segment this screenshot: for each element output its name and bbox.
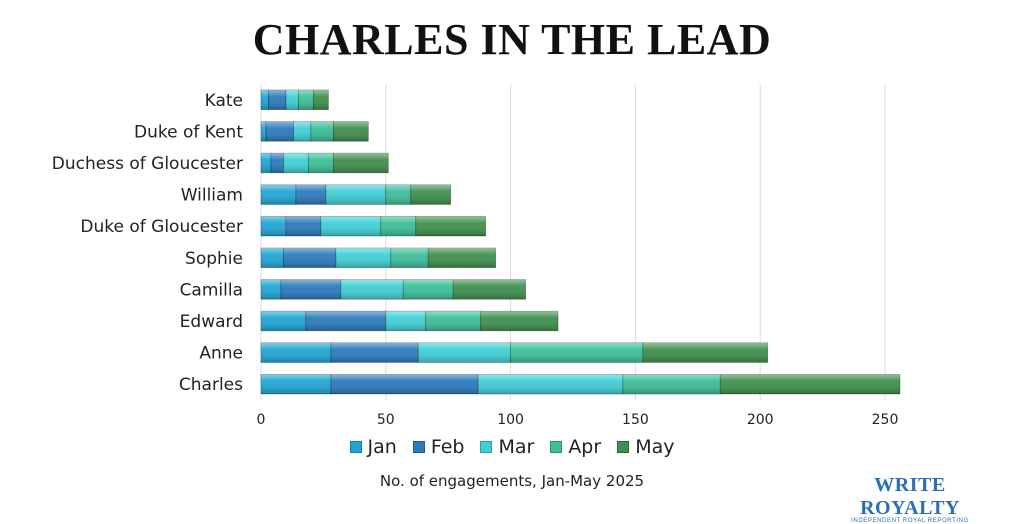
category-label: Charles [179,375,243,395]
chart-plot: Kate Duke of Kent Duchess of Gloucester Wil… [52,84,901,428]
category-label: Duke of Gloucester [80,217,243,237]
bar-shading [510,342,643,363]
logo-main-text: WRITE ROYALTY [860,474,960,519]
bar-shading [285,216,321,236]
x-tick-label: 50 [377,412,395,428]
bar-shading [261,184,296,205]
bar-shading [425,311,481,331]
bar-shading [330,342,419,363]
bar-shading [261,248,284,268]
write-royalty-logo: WRITE ROYALTY INDEPENDENT ROYAL REPORTIN… [830,474,990,524]
bar-shading [418,342,511,363]
bar-shading [340,279,404,300]
x-tick-label: 150 [622,412,649,428]
x-tick-label: 250 [872,412,899,428]
bar-shading [295,184,326,205]
bar-shading [268,90,286,110]
bar-shading [285,90,299,110]
bar-shading [261,374,331,394]
bar-shading [385,311,426,331]
bar-shading [428,248,496,268]
legend-item-jan: Jan [349,436,397,458]
bar-shading [261,216,286,236]
bar-shading [283,153,309,173]
legend-swatch [480,441,493,453]
bar-shading [622,374,721,394]
bar-shading [261,311,306,331]
bar-shading [261,121,266,142]
legend-label: Feb [430,436,465,458]
bar-shading [390,248,429,268]
legend-label: Apr [568,436,602,458]
bar-shading [453,279,526,300]
legend-swatch [550,441,563,453]
bar-shading [313,90,329,110]
bar-shading [305,311,386,331]
bar-shading [333,153,389,173]
bar-shading [280,279,341,300]
x-tick-labels: 0 50 100 150 200 250 [257,412,899,428]
legend-item-feb: Feb [412,436,465,458]
legend-swatch [412,441,425,453]
bar-shading [385,184,411,205]
logo-sub-text: INDEPENDENT ROYAL REPORTING [851,518,969,524]
bar-shading [415,216,486,236]
bar-shading [261,90,269,110]
category-labels: Kate Duke of Kent Duchess of Gloucester Wil… [52,91,244,395]
category-label: William [181,186,243,206]
bar-shading [330,374,479,394]
bar-shading [403,279,454,300]
bar-shading [308,153,334,173]
bar-shading [335,248,391,268]
bar-shading [261,342,331,363]
bar-shading [642,342,768,363]
bar-shading [261,153,271,173]
legend-label: May [635,436,675,458]
x-axis-label: No. of engagements, Jan-May 2025 [379,472,645,490]
legend-label: Mar [498,436,535,458]
bar-shading [265,121,294,142]
category-label: Camilla [180,280,243,300]
legend-swatch [617,441,630,453]
chart-title: CHARLES IN THE LEAD [252,15,772,64]
x-tick-label: 100 [497,412,524,428]
bar-shading [478,374,623,394]
bar-shading [333,121,369,142]
legend-item-may: May [617,436,674,458]
bar-shading [298,90,314,110]
x-tick-label: 0 [257,412,266,428]
bar-shading [480,311,559,331]
bar-shading [310,121,334,142]
category-label: Duke of Kent [134,122,243,142]
bar-shading [325,184,386,205]
bar-shading [320,216,381,236]
bar-shading [261,279,281,300]
bar-shading [283,248,336,268]
bar-shading [270,153,284,173]
bar-shading [293,121,311,142]
legend-item-mar: Mar [480,436,534,458]
category-label: Duchess of Gloucester [52,154,243,174]
legend: Jan Feb Mar Apr May [0,436,1024,458]
x-tick-label: 200 [747,412,774,428]
legend-label: Jan [367,436,397,458]
bar-shading [380,216,416,236]
category-label: Kate [205,91,243,111]
legend-item-apr: Apr [550,436,601,458]
legend-swatch [349,441,362,453]
category-label: Anne [199,344,243,364]
bar-shading [720,374,900,394]
bars [260,89,901,395]
category-label: Sophie [185,249,243,269]
bar-shading [410,184,451,205]
category-label: Edward [180,312,243,332]
